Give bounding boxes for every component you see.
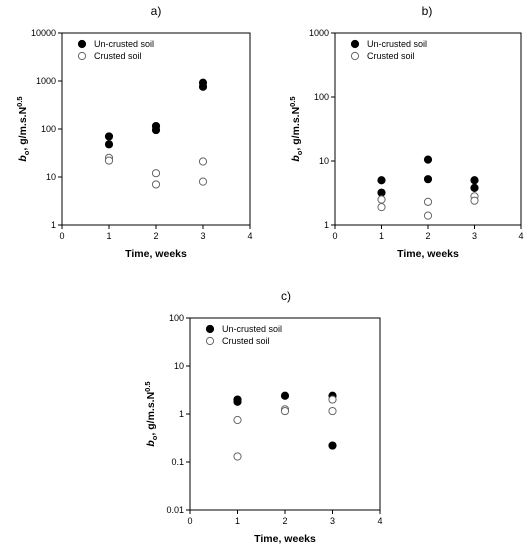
data-point bbox=[104, 132, 114, 141]
plot-frame bbox=[334, 32, 522, 226]
y-axis-label: bo, g/m.s.N0.5 bbox=[15, 96, 31, 161]
y-tick-label: 1 bbox=[179, 409, 184, 419]
y-tick-label: 1000 bbox=[309, 28, 329, 38]
data-point bbox=[377, 203, 386, 212]
chart-panel-3: c) 0 1 2 3 4 0.01 0.1 1 10 100 Time, weeks bo, g/m.s… bbox=[143, 289, 383, 545]
y-tick-label: 1 bbox=[324, 220, 329, 230]
data-point bbox=[151, 180, 161, 189]
data-point bbox=[280, 391, 290, 400]
data-point bbox=[470, 176, 479, 185]
data-point bbox=[470, 196, 479, 205]
y-tick-label: 100 bbox=[169, 313, 184, 323]
legend-label: Crusted soil bbox=[94, 51, 142, 61]
data-point bbox=[104, 140, 114, 149]
y-axis-label: bo, g/m.s.N0.5 bbox=[288, 96, 304, 161]
x-tick-label: 1 bbox=[235, 516, 240, 526]
data-point bbox=[104, 156, 114, 165]
data-point bbox=[423, 197, 433, 206]
data-point bbox=[198, 177, 208, 186]
data-point bbox=[377, 176, 386, 185]
data-point bbox=[233, 415, 242, 425]
legend-marker bbox=[77, 39, 87, 49]
chart-title: b) bbox=[422, 4, 433, 18]
data-point bbox=[151, 169, 161, 178]
y-axis-label: bo, g/m.s.N0.5 bbox=[143, 381, 159, 446]
x-tick-label: 4 bbox=[518, 231, 523, 241]
x-tick-label: 4 bbox=[377, 516, 382, 526]
legend-marker bbox=[77, 51, 87, 61]
data-point bbox=[377, 188, 386, 197]
x-tick-label: 2 bbox=[282, 516, 287, 526]
x-tick-label: 1 bbox=[379, 231, 384, 241]
data-point bbox=[233, 452, 242, 461]
y-tick-label: 0.01 bbox=[166, 505, 184, 515]
y-tick-label: 10 bbox=[46, 172, 56, 182]
data-point bbox=[328, 406, 337, 416]
x-tick-label: 0 bbox=[59, 231, 64, 241]
y-tick-label: 1 bbox=[51, 220, 56, 230]
x-tick-label: 0 bbox=[332, 231, 337, 241]
x-tick-label: 1 bbox=[106, 231, 111, 241]
x-tick-label: 3 bbox=[200, 231, 205, 241]
chart-title: c) bbox=[281, 289, 291, 303]
data-point bbox=[198, 157, 208, 166]
data-point bbox=[377, 195, 386, 204]
legend-label: Un-crusted soil bbox=[367, 39, 427, 49]
data-point bbox=[423, 175, 433, 184]
data-point bbox=[328, 395, 337, 404]
x-axis-label: Time, weeks bbox=[397, 248, 459, 260]
data-point bbox=[151, 125, 161, 135]
data-point bbox=[280, 406, 290, 416]
y-tick-label: 10000 bbox=[31, 28, 56, 38]
data-point bbox=[328, 441, 337, 450]
data-point bbox=[233, 397, 242, 406]
y-tick-label: 100 bbox=[314, 92, 329, 102]
legend-marker bbox=[205, 324, 215, 334]
x-tick-label: 4 bbox=[247, 231, 252, 241]
data-point bbox=[198, 82, 208, 91]
y-tick-label: 1000 bbox=[36, 76, 56, 86]
x-tick-label: 3 bbox=[330, 516, 335, 526]
y-tick-label: 100 bbox=[41, 124, 56, 134]
data-point bbox=[423, 155, 433, 164]
legend-marker bbox=[350, 51, 360, 61]
x-axis-label: Time, weeks bbox=[254, 533, 316, 545]
y-tick-label: 10 bbox=[319, 156, 329, 166]
x-tick-label: 3 bbox=[472, 231, 477, 241]
legend-marker bbox=[350, 39, 360, 49]
legend-label: Un-crusted soil bbox=[222, 324, 282, 334]
y-tick-label: 10 bbox=[174, 361, 184, 371]
legend-marker bbox=[205, 336, 215, 346]
x-tick-label: 2 bbox=[425, 231, 430, 241]
legend-label: Crusted soil bbox=[367, 51, 415, 61]
legend-label: Un-crusted soil bbox=[94, 39, 154, 49]
x-tick-label: 2 bbox=[153, 231, 158, 241]
y-tick-label: 0.1 bbox=[171, 457, 184, 467]
x-tick-label: 0 bbox=[187, 516, 192, 526]
chart-title: a) bbox=[151, 4, 162, 18]
data-point bbox=[423, 211, 433, 220]
legend-label: Crusted soil bbox=[222, 336, 270, 346]
x-axis-label: Time, weeks bbox=[125, 248, 187, 260]
data-point bbox=[470, 183, 479, 192]
